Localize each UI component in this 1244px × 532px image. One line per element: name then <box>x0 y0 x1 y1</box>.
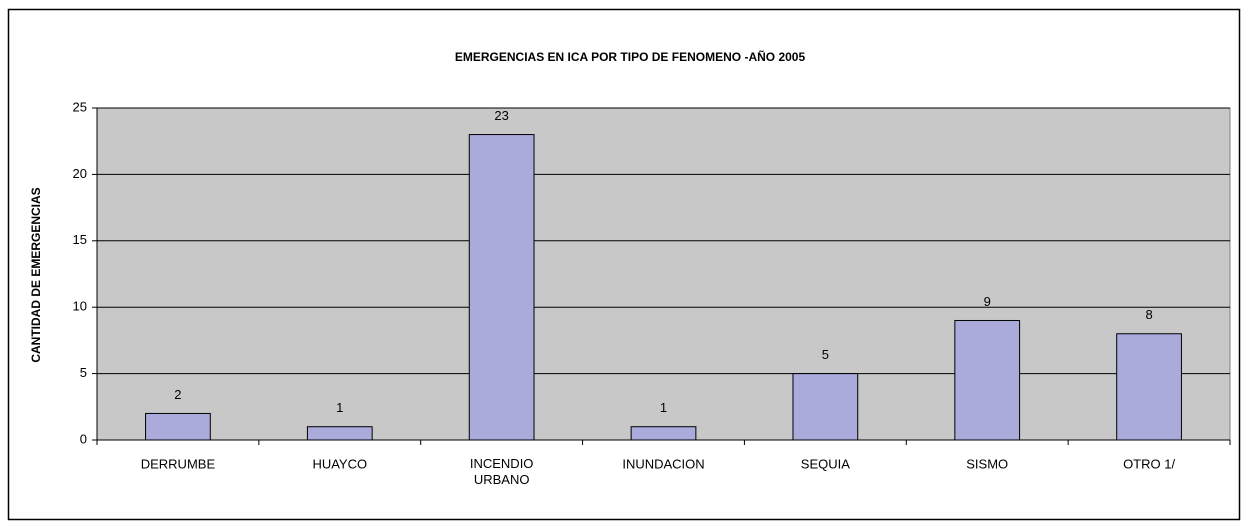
plot-area <box>96 107 1231 441</box>
y-tick-label: 15 <box>73 232 87 247</box>
data-label: 1 <box>660 400 667 415</box>
bar <box>306 426 373 441</box>
data-label: 1 <box>336 400 343 415</box>
y-tick-label: 5 <box>80 365 87 380</box>
y-tick-label: 25 <box>73 99 87 114</box>
x-tick-label: HUAYCO <box>312 456 367 471</box>
data-label: 8 <box>1145 307 1152 322</box>
x-tick-label: OTRO 1/ <box>1123 456 1175 471</box>
bar <box>1116 333 1182 441</box>
bar <box>468 134 535 441</box>
y-tick-label: 20 <box>73 166 87 181</box>
bar <box>954 319 1021 441</box>
x-tick-label: SEQUIA <box>801 456 850 471</box>
chart-title: EMERGENCIAS EN ICA POR TIPO DE FENOMENO … <box>455 49 806 64</box>
bar <box>145 412 211 441</box>
data-label: 2 <box>174 387 181 402</box>
data-label: 23 <box>494 108 508 123</box>
x-tick-label: INUNDACION <box>622 456 704 471</box>
bar <box>792 373 859 441</box>
x-tick-label: INCENDIO URBANO <box>470 456 534 487</box>
data-label: 9 <box>984 294 991 309</box>
bar <box>630 426 697 441</box>
data-label: 5 <box>822 347 829 362</box>
x-tick-label: SISMO <box>966 456 1008 471</box>
x-tick-label: DERRUMBE <box>141 456 216 471</box>
y-tick-label: 10 <box>73 299 87 314</box>
y-tick-label: 0 <box>80 431 87 446</box>
y-axis-label: CANTIDAD DE EMERGENCIAS <box>29 187 43 362</box>
